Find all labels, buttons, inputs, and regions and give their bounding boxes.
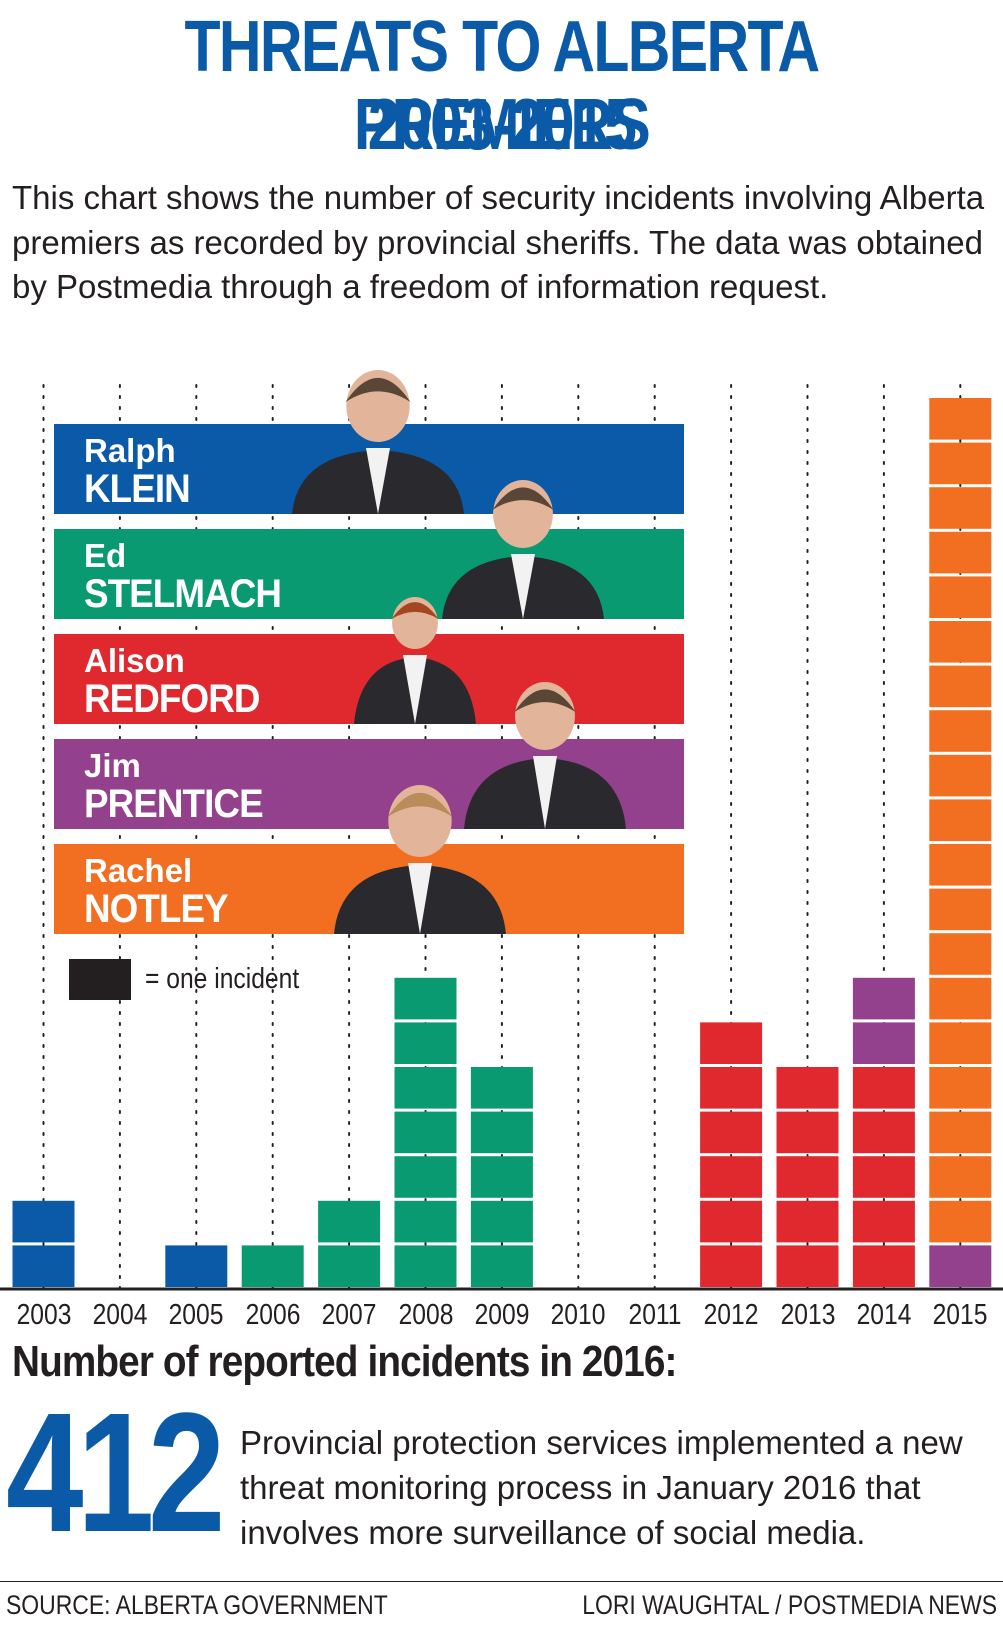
incident-block-2013 bbox=[776, 1156, 839, 1198]
incident-block-2014 bbox=[852, 1200, 915, 1243]
premier-first-name: Alison bbox=[84, 642, 185, 679]
incident-block-2013 bbox=[776, 1111, 839, 1154]
year-label: 2004 bbox=[92, 1299, 148, 1331]
premier-first-name: Ralph bbox=[84, 432, 176, 469]
footer-divider bbox=[0, 1581, 1003, 1582]
incident-block-2009 bbox=[470, 1156, 533, 1198]
year-label: 2005 bbox=[168, 1299, 224, 1331]
incidents-2016-note: Provincial protection services implement… bbox=[240, 1424, 963, 1551]
intro-text: This chart shows the number of security … bbox=[12, 179, 985, 305]
incident-block-2003 bbox=[12, 1245, 75, 1287]
premier-first-name: Ed bbox=[84, 537, 127, 574]
year-label: 2013 bbox=[780, 1299, 835, 1331]
incident-block-2015 bbox=[929, 531, 992, 574]
incident-block-2012 bbox=[700, 1245, 763, 1287]
incident-block-2007 bbox=[318, 1245, 381, 1287]
incident-block-2009 bbox=[470, 1111, 533, 1154]
incident-block-2015 bbox=[929, 487, 992, 529]
incident-block-2008 bbox=[394, 1200, 457, 1243]
incident-block-2006 bbox=[241, 1245, 304, 1287]
incident-block-2014 bbox=[852, 1022, 915, 1064]
incident-block-2015 bbox=[929, 844, 992, 886]
incident-block-2015 bbox=[929, 442, 992, 485]
incidents-2016-value: 412 bbox=[6, 1378, 225, 1568]
premier-last-name: PRENTICE bbox=[84, 782, 264, 826]
year-label: 2011 bbox=[628, 1299, 682, 1331]
incident-block-2015 bbox=[929, 933, 992, 975]
incident-block-2015 bbox=[929, 1200, 992, 1243]
premier-last-name: REDFORD bbox=[84, 677, 260, 721]
incident-block-2014 bbox=[852, 1156, 915, 1198]
incident-block-2008 bbox=[394, 1245, 457, 1287]
incident-block-2013 bbox=[776, 1245, 839, 1287]
incident-block-2009 bbox=[470, 1245, 533, 1287]
incident-block-2013 bbox=[776, 1200, 839, 1243]
premier-last-name: NOTLEY bbox=[84, 887, 229, 931]
year-label: 2015 bbox=[932, 1299, 988, 1331]
incident-block-2014 bbox=[852, 1245, 915, 1287]
one-incident-swatch bbox=[69, 959, 131, 1000]
incident-block-2014 bbox=[852, 1111, 915, 1154]
chart-title: THREATS TO ALBERTA PREMIERS bbox=[184, 7, 820, 165]
incident-block-2012 bbox=[700, 1022, 763, 1064]
ralph-klein-photo bbox=[292, 370, 464, 514]
year-label: 2006 bbox=[245, 1299, 301, 1331]
year-label: 2009 bbox=[474, 1299, 530, 1331]
year-label: 2007 bbox=[321, 1299, 377, 1331]
premier-last-name: STELMACH bbox=[84, 572, 282, 616]
source-credit: SOURCE: ALBERTA GOVERNMENT bbox=[6, 1590, 388, 1620]
incident-block-2012 bbox=[700, 1111, 763, 1154]
incident-chart bbox=[0, 370, 1003, 1291]
incident-block-2015 bbox=[929, 1156, 992, 1198]
alison-redford-photo bbox=[354, 597, 476, 724]
incident-block-2008 bbox=[394, 1022, 457, 1064]
premier-last-name: KLEIN bbox=[84, 467, 191, 511]
incident-block-2015 bbox=[929, 799, 992, 841]
incident-block-2008 bbox=[394, 1156, 457, 1198]
incident-block-2014 bbox=[852, 977, 915, 1020]
year-label: 2012 bbox=[703, 1299, 759, 1331]
year-label: 2010 bbox=[550, 1299, 606, 1331]
jim-prentice-photo bbox=[464, 682, 626, 829]
incident-block-2008 bbox=[394, 977, 457, 1020]
incident-block-2012 bbox=[700, 1156, 763, 1198]
incident-block-2015 bbox=[929, 888, 992, 931]
incident-block-2015 bbox=[929, 621, 992, 663]
chart-subtitle-years: 2003-2015 bbox=[367, 85, 637, 165]
incident-block-2012 bbox=[700, 1200, 763, 1243]
incident-block-2013 bbox=[776, 1067, 839, 1109]
incident-block-2015 bbox=[929, 1022, 992, 1064]
ed-stelmach-photo bbox=[442, 480, 604, 619]
premier-first-name: Jim bbox=[84, 747, 141, 784]
premier-first-name: Rachel bbox=[84, 852, 193, 889]
incident-block-2015 bbox=[929, 710, 992, 752]
year-label: 2003 bbox=[16, 1299, 71, 1331]
year-label: 2008 bbox=[398, 1299, 453, 1331]
incident-block-2008 bbox=[394, 1067, 457, 1109]
rachel-notley-photo bbox=[334, 785, 506, 934]
incidents-2016-heading: Number of reported incidents in 2016: bbox=[12, 1337, 677, 1386]
author-credit: LORI WAUGHTAL / POSTMEDIA NEWS bbox=[582, 1590, 997, 1620]
incident-block-2008 bbox=[394, 1111, 457, 1154]
incident-block-2015 bbox=[929, 1067, 992, 1109]
incident-block-2009 bbox=[470, 1200, 533, 1243]
incident-block-2015 bbox=[929, 398, 992, 440]
incident-block-2003 bbox=[12, 1200, 75, 1243]
incident-block-2014 bbox=[852, 1067, 915, 1109]
incident-block-2007 bbox=[318, 1200, 381, 1243]
incident-block-2015 bbox=[929, 1111, 992, 1154]
incident-block-2015 bbox=[929, 977, 992, 1020]
incident-block-2009 bbox=[470, 1067, 533, 1109]
incident-block-2015 bbox=[929, 576, 992, 618]
one-incident-label: = one incident bbox=[145, 963, 300, 995]
incident-block-2015 bbox=[929, 754, 992, 797]
incident-block-2015 bbox=[929, 1245, 992, 1287]
incident-block-2015 bbox=[929, 665, 992, 708]
incident-block-2012 bbox=[700, 1067, 763, 1109]
incident-block-2005 bbox=[165, 1245, 228, 1287]
year-label: 2014 bbox=[856, 1299, 912, 1331]
